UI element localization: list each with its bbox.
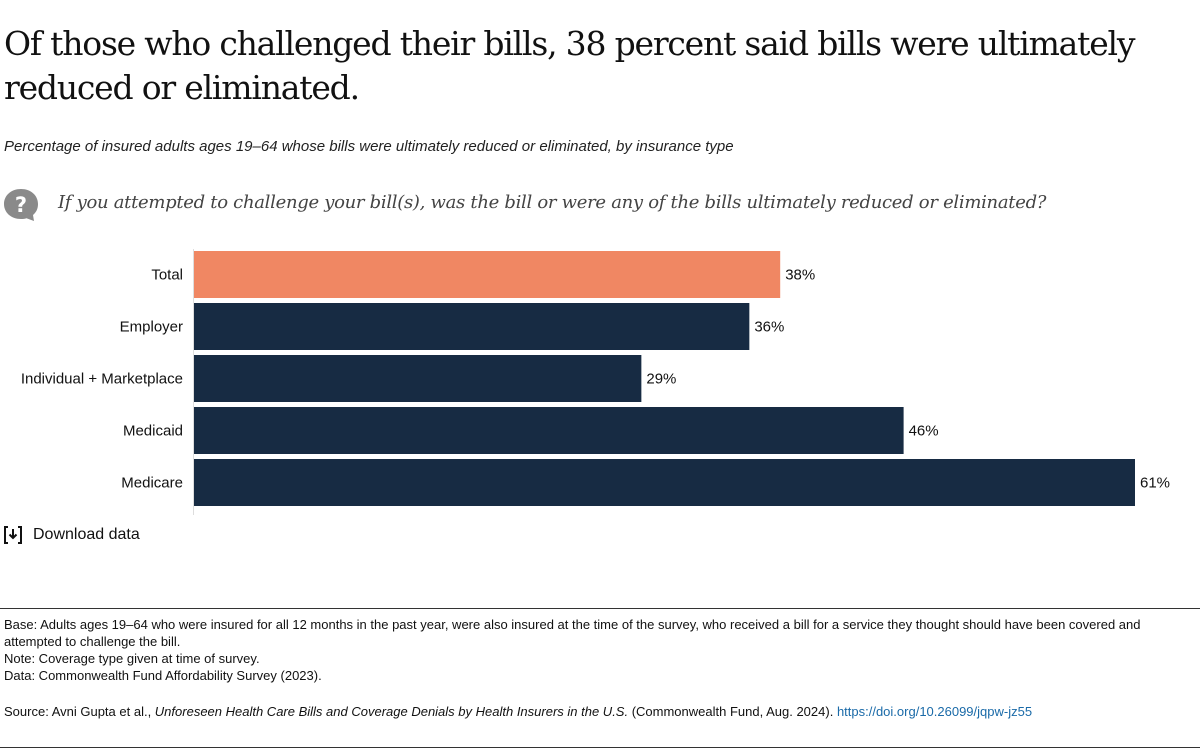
divider — [0, 747, 1200, 748]
question-bubble-icon: ? — [4, 189, 38, 221]
bar — [194, 251, 781, 298]
value-label: 46% — [909, 423, 939, 440]
value-label: 29% — [646, 371, 676, 388]
category-label: Employer — [120, 319, 183, 336]
bar — [194, 355, 642, 402]
download-icon — [4, 526, 22, 544]
chart-notes: Base: Adults ages 19–64 who were insured… — [4, 616, 1154, 684]
chart-subtitle: Percentage of insured adults ages 19–64 … — [4, 138, 734, 155]
download-data-label: Download data — [33, 526, 140, 543]
source-link[interactable]: https://doi.org/10.26099/jqpw-jz55 — [836, 704, 1033, 719]
value-label: 36% — [754, 319, 784, 336]
category-label: Medicare — [121, 475, 183, 492]
survey-question: If you attempted to challenge your bill(… — [58, 192, 1047, 213]
bar — [194, 459, 1135, 506]
category-label: Total — [151, 267, 183, 284]
bar-chart: Total 38% Employer 36% Individual + Marketpl… — [21, 249, 1170, 515]
category-label: Medicaid — [123, 423, 183, 440]
source-title: Unforeseen Health Care Bills and Coverag… — [154, 704, 629, 719]
category-label: Individual + Marketplace — [21, 371, 183, 388]
coverage-note: Note: Coverage type given at time of sur… — [4, 651, 260, 666]
bar — [194, 407, 904, 454]
svg-text:?: ? — [15, 193, 27, 217]
divider — [0, 608, 1200, 609]
data-note: Data: Commonwealth Fund Affordability Su… — [4, 668, 322, 683]
bar — [194, 303, 750, 350]
value-label: 38% — [785, 267, 815, 284]
chart-title: Of those who challenged their bills, 38 … — [4, 24, 1136, 107]
download-data-button[interactable]: Download data — [3, 525, 140, 545]
source-line: Source: Avni Gupta et al., Unforeseen He… — [4, 704, 1032, 719]
value-label: 61% — [1140, 475, 1170, 492]
source-prefix: Source: Avni Gupta et al., — [4, 704, 155, 719]
base-note: Base: Adults ages 19–64 who were insured… — [4, 617, 1141, 649]
source-suffix: (Commonwealth Fund, Aug. 2024). — [628, 704, 837, 719]
